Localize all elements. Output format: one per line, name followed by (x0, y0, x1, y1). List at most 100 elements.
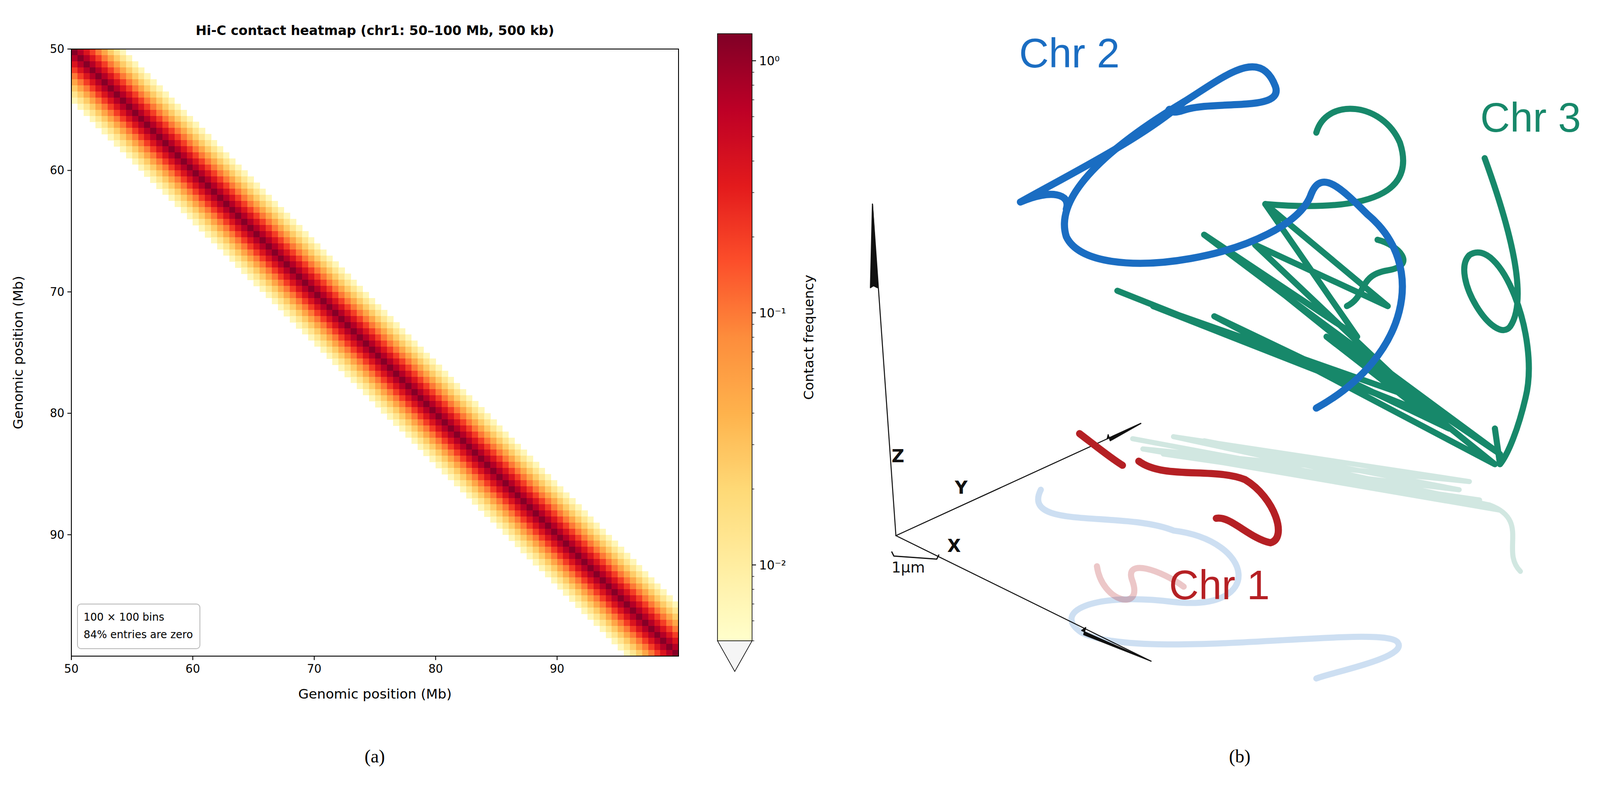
heatmap-cell (156, 127, 163, 134)
x-tick (435, 656, 437, 661)
heatmap-cell (453, 431, 461, 438)
heatmap-cell (247, 231, 254, 238)
heatmap-cell (356, 358, 363, 365)
heatmap-cell (435, 443, 442, 451)
heatmap-cell (369, 309, 376, 317)
heatmap-cell (654, 601, 661, 608)
heatmap-cell (223, 218, 230, 226)
heatmap-cell (551, 480, 558, 487)
heatmap-cell (180, 140, 187, 147)
heatmap-cell (551, 486, 558, 493)
heatmap-cell (380, 340, 387, 347)
heatmap-cell (532, 461, 539, 468)
heatmap-cell (545, 510, 552, 517)
heatmap-cell (289, 225, 296, 232)
heatmap-cell (520, 486, 527, 493)
heatmap-cell (672, 637, 679, 644)
heatmap-cell (514, 528, 521, 535)
heatmap-cell (611, 583, 618, 590)
heatmap-cell (460, 389, 467, 396)
heatmap-cell (393, 346, 400, 353)
heatmap-cell (654, 650, 661, 657)
heatmap-cell (569, 522, 576, 529)
heatmap-cell (490, 443, 497, 451)
heatmap-cell (119, 127, 127, 134)
heatmap-cell (126, 121, 133, 128)
heatmap-cell (186, 176, 194, 183)
heatmap-cell (271, 255, 278, 262)
heatmap-cell (478, 480, 485, 487)
heatmap-cell (532, 510, 539, 517)
heatmap-cell (605, 540, 612, 547)
heatmap-cell (447, 383, 454, 390)
heatmap-cell (611, 619, 618, 626)
heatmap-cell (156, 170, 163, 177)
shadow-chr-3 (1132, 436, 1521, 572)
heatmap-cell (466, 419, 473, 426)
heatmap-cell (478, 474, 485, 481)
heatmap-cell (496, 498, 503, 505)
heatmap-cell (411, 425, 418, 432)
heatmap-cell (441, 455, 448, 462)
heatmap-cell (423, 364, 430, 371)
heatmap-cell (198, 176, 205, 183)
heatmap-cell (478, 449, 485, 456)
heatmap-cell (308, 261, 315, 268)
heatmap-cell (119, 109, 127, 117)
heatmap-cell (405, 370, 412, 377)
heatmap-cell (617, 607, 624, 614)
colorbar-tick (752, 312, 757, 314)
heatmap-cell (471, 437, 479, 444)
heatmap-cell (605, 577, 612, 584)
heatmap-cell (666, 632, 673, 639)
heatmap-cell (551, 577, 558, 584)
heatmap-cell (575, 534, 582, 542)
heatmap-cell (180, 158, 187, 165)
heatmap-cell (265, 218, 272, 226)
heatmap-cell (295, 255, 303, 262)
heatmap-cell (460, 400, 467, 408)
heatmap-cell (362, 304, 370, 311)
heatmap-cell (380, 400, 387, 408)
heatmap-cell (441, 413, 448, 420)
heatmap-cell (508, 449, 515, 456)
heatmap-cell (253, 243, 260, 250)
heatmap-cell (545, 552, 552, 560)
heatmap-cell (490, 455, 497, 462)
heatmap-cell (217, 182, 224, 189)
heatmap-cell (386, 407, 394, 414)
heatmap-cell (605, 613, 612, 620)
heatmap-cell (144, 103, 151, 110)
heatmap-cell (611, 632, 618, 639)
heatmap-cell (369, 340, 376, 347)
heatmap-cell (344, 328, 351, 335)
heatmap-cell (289, 249, 296, 256)
heatmap-cell (89, 97, 96, 104)
heatmap-cell (332, 279, 339, 286)
heatmap-cell (338, 328, 345, 335)
heatmap-cell (107, 121, 114, 128)
heatmap-cell (89, 79, 96, 86)
heatmap-cell (138, 97, 145, 104)
heatmap-cell (484, 492, 491, 499)
heatmap-cell (289, 237, 296, 244)
heatmap-cell (162, 164, 169, 171)
heatmap-cell (198, 182, 205, 189)
heatmap-cell (447, 474, 454, 481)
heatmap-cell (405, 395, 412, 402)
heatmap-cell (162, 170, 169, 177)
heatmap-cell (210, 188, 218, 195)
colorbar-minor-tick (752, 71, 755, 73)
heatmap-cell (417, 425, 424, 432)
heatmap-cell (520, 474, 527, 481)
annotation-text: 84% entries are zero (83, 628, 194, 641)
heatmap-cell (575, 540, 582, 547)
heatmap-cell (168, 103, 175, 110)
heatmap-cell (223, 194, 230, 201)
heatmap-cell (217, 146, 224, 153)
heatmap-cell (350, 279, 357, 286)
heatmap-cell (71, 85, 78, 92)
heatmap-cell (648, 650, 655, 657)
heatmap-cell (144, 85, 151, 92)
colorbar-minor-tick (752, 488, 755, 490)
